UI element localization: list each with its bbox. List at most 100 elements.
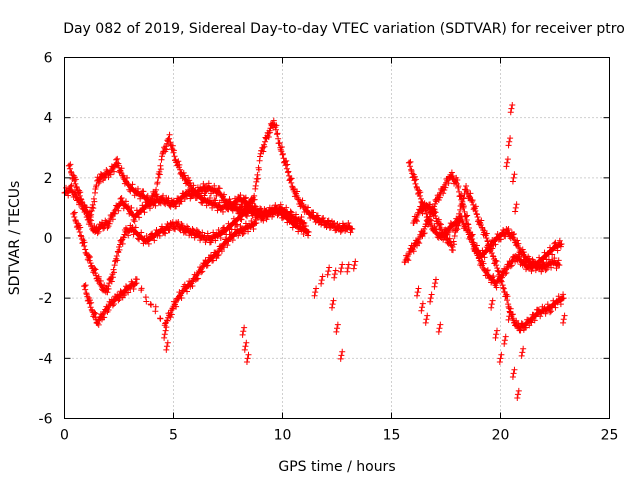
- data-point: [435, 216, 442, 223]
- data-point: [324, 271, 331, 278]
- data-point: [350, 265, 357, 272]
- data-point: [77, 189, 84, 196]
- data-point: [287, 208, 294, 215]
- data-point: [242, 220, 249, 227]
- data-point: [95, 179, 102, 186]
- data-point: [537, 313, 544, 320]
- data-point: [169, 305, 176, 312]
- data-point: [251, 206, 258, 213]
- data-point: [233, 200, 240, 207]
- data-point: [101, 282, 108, 289]
- data-point: [199, 268, 206, 275]
- x-tick-label: 25: [601, 428, 619, 444]
- data-point: [300, 230, 307, 237]
- data-point: [154, 179, 161, 186]
- data-point: [344, 268, 351, 275]
- data-point: [499, 274, 506, 281]
- data-point: [82, 282, 89, 289]
- data-point: [90, 205, 97, 212]
- data-point: [437, 321, 444, 328]
- data-point: [497, 355, 504, 362]
- data-point: [427, 216, 434, 223]
- data-point: [509, 231, 516, 238]
- data-point: [284, 161, 291, 168]
- data-point: [288, 175, 295, 182]
- data-point: [157, 166, 164, 173]
- data-point: [221, 191, 228, 198]
- data-point: [513, 201, 520, 208]
- data-point: [118, 165, 125, 172]
- data-point: [412, 176, 419, 183]
- y-tick-label: -4: [39, 351, 53, 367]
- y-tick-label: 0: [44, 231, 53, 247]
- data-point: [287, 176, 294, 183]
- data-point: [91, 309, 98, 316]
- data-point: [549, 251, 556, 258]
- data-point: [432, 209, 439, 216]
- data-point: [186, 188, 193, 195]
- y-tick-label: 6: [44, 51, 53, 67]
- data-point: [437, 221, 444, 228]
- data-point: [513, 317, 520, 324]
- data-point: [266, 129, 273, 136]
- data-point: [279, 150, 286, 157]
- data-point: [210, 229, 217, 236]
- y-tick-label: -2: [39, 291, 53, 307]
- data-point: [87, 216, 94, 223]
- data-point: [283, 204, 290, 211]
- data-point: [95, 228, 102, 235]
- data-point: [68, 182, 75, 189]
- data-point: [546, 309, 553, 316]
- data-point: [198, 269, 205, 276]
- data-point: [427, 298, 434, 305]
- data-point: [120, 173, 127, 180]
- data-point: [131, 218, 138, 225]
- data-point: [531, 260, 538, 267]
- x-tick-label: 10: [274, 428, 292, 444]
- data-point: [66, 162, 73, 169]
- data-point: [240, 230, 247, 237]
- data-point: [237, 216, 244, 223]
- data-point: [250, 225, 257, 232]
- data-point: [179, 222, 186, 229]
- data-point: [128, 204, 135, 211]
- data-point: [517, 327, 524, 334]
- data-point: [493, 258, 500, 265]
- data-point: [489, 274, 496, 281]
- data-point: [290, 186, 297, 193]
- data-point: [503, 163, 510, 170]
- data-point: [157, 315, 164, 322]
- x-tick-label: 15: [383, 428, 401, 444]
- data-point: [224, 242, 231, 249]
- data-point: [156, 171, 163, 178]
- data-point: [302, 223, 309, 230]
- data-point: [253, 219, 260, 226]
- data-point: [193, 227, 200, 234]
- data-point: [305, 204, 312, 211]
- data-point: [143, 232, 150, 239]
- data-point: [257, 153, 264, 160]
- data-point: [146, 205, 153, 212]
- data-point: [87, 297, 94, 304]
- x-axis-label: GPS time / hours: [278, 459, 395, 475]
- data-point: [192, 194, 199, 201]
- data-point: [278, 143, 285, 150]
- data-point: [175, 218, 182, 225]
- data-point: [548, 308, 555, 315]
- data-point: [490, 253, 497, 260]
- data-point: [96, 178, 103, 185]
- data-point: [199, 229, 206, 236]
- data-point: [545, 256, 552, 263]
- data-point: [440, 190, 447, 197]
- data-point: [294, 188, 301, 195]
- data-point: [173, 203, 180, 210]
- data-point: [170, 147, 177, 154]
- data-point: [152, 202, 159, 209]
- data-point: [484, 238, 491, 245]
- data-point: [337, 228, 344, 235]
- data-point: [461, 223, 468, 230]
- data-point: [445, 180, 452, 187]
- data-point: [133, 276, 140, 283]
- data-point: [318, 280, 325, 287]
- data-point: [510, 370, 517, 377]
